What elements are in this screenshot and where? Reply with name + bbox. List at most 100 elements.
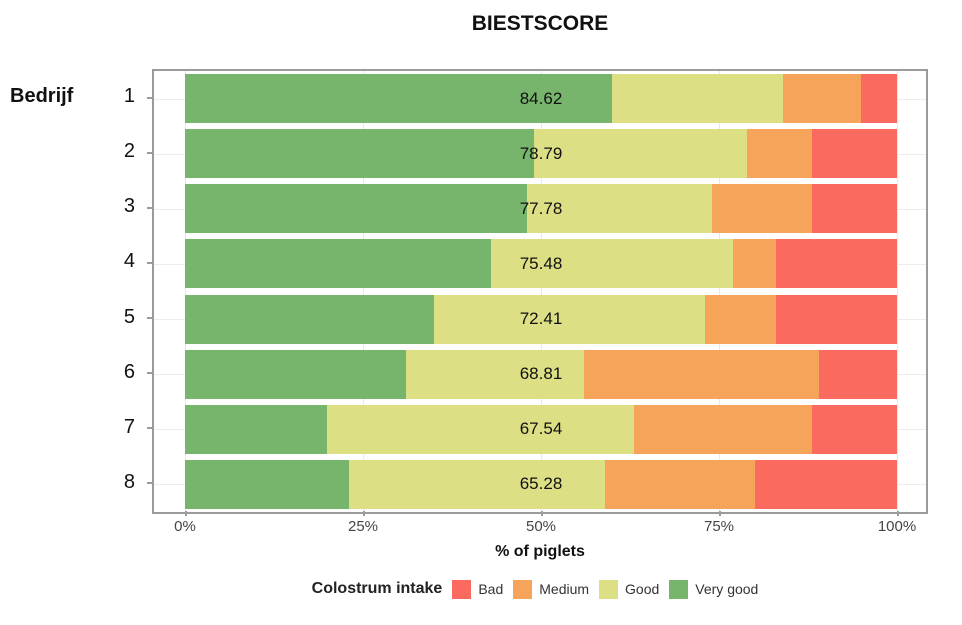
- y-tick-label: 1: [123, 85, 135, 108]
- bar-value-label: 72.41: [519, 309, 563, 329]
- bar-row: 75.48: [185, 236, 897, 291]
- bar-segment-bad: [811, 184, 897, 234]
- legend-label: Bad: [478, 581, 504, 597]
- bar-segment-medium: [704, 294, 776, 344]
- bar-segment-bad: [811, 404, 897, 454]
- legend: Colostrum intake Bad Medium Good Very good: [152, 572, 928, 606]
- stacked-bar: [185, 74, 897, 124]
- legend-swatch-medium: [513, 579, 533, 599]
- bar-segment-very-good: [185, 294, 435, 344]
- y-tick-label: 8: [123, 470, 135, 493]
- bar-segment-very-good: [185, 404, 328, 454]
- bar-segment-very-good: [185, 184, 527, 234]
- bar-value-label: 65.28: [519, 474, 563, 494]
- legend-title: Colostrum intake: [311, 580, 443, 597]
- legend-label: Very good: [695, 581, 759, 597]
- stacked-bar: [185, 349, 897, 399]
- y-tick-mark: [147, 96, 152, 99]
- bar-segment-bad: [861, 74, 897, 124]
- stacked-bar: [185, 404, 897, 454]
- bar-value-label: 84.62: [519, 88, 563, 108]
- bar-row: 68.81: [185, 347, 897, 402]
- y-tick-mark: [147, 151, 152, 154]
- vertical-gridline: [363, 71, 364, 512]
- bar-segment-very-good: [185, 349, 406, 399]
- bar-segment-good: [327, 404, 634, 454]
- y-tick-label: 6: [123, 360, 135, 383]
- chart-title: BIESTSCORE: [471, 12, 609, 35]
- bar-row: 72.41: [185, 292, 897, 347]
- bar-row: 67.54: [185, 402, 897, 457]
- x-tick-label: 75%: [703, 518, 735, 535]
- bar-value-label: 67.54: [519, 419, 563, 439]
- x-tick-mark: [363, 511, 365, 516]
- bar-value-label: 75.48: [519, 253, 563, 273]
- bar-segment-very-good: [185, 459, 349, 509]
- y-tick-mark: [147, 206, 152, 209]
- bar-row: 65.28: [185, 457, 897, 512]
- bar-segment-good: [434, 294, 705, 344]
- stacked-bar: [185, 459, 897, 509]
- bar-segment-medium: [747, 129, 812, 179]
- y-tick-label: 5: [123, 305, 135, 328]
- x-axis-title: % of piglets: [495, 543, 585, 560]
- bar-segment-medium: [783, 74, 862, 124]
- bar-segment-bad: [775, 239, 897, 289]
- bar-segment-good: [526, 184, 712, 234]
- bar-segment-very-good: [185, 74, 613, 124]
- legend-label: Good: [625, 581, 660, 597]
- y-tick-label: 7: [123, 415, 135, 438]
- y-tick-mark: [147, 317, 152, 320]
- bar-segment-bad: [775, 294, 897, 344]
- bar-row: 84.62: [185, 71, 897, 126]
- legend-swatch-very-good: [669, 579, 689, 599]
- vertical-gridline: [185, 71, 186, 512]
- vertical-gridline: [541, 71, 542, 512]
- bar-segment-good: [612, 74, 784, 124]
- legend-item-very-good: Very good: [669, 579, 759, 599]
- legend-item-good: Good: [599, 579, 660, 599]
- x-tick-label: 100%: [877, 518, 917, 535]
- bar-segment-medium: [633, 404, 812, 454]
- y-tick-label: 2: [123, 140, 135, 163]
- y-axis-title: Bedrijf: [10, 85, 74, 108]
- vertical-gridline: [719, 71, 720, 512]
- legend-swatch-bad: [452, 579, 472, 599]
- bar-segment-bad: [754, 459, 897, 509]
- bar-row: 77.78: [185, 181, 897, 236]
- y-tick-mark: [147, 261, 152, 264]
- bar-segment-good: [348, 459, 606, 509]
- stacked-bar: [185, 294, 897, 344]
- y-tick-label: 3: [123, 195, 135, 218]
- stacked-bar: [185, 184, 897, 234]
- bar-segment-very-good: [185, 129, 534, 179]
- y-tick-mark: [147, 427, 152, 430]
- x-tick-label: 0%: [174, 518, 196, 535]
- bar-segment-very-good: [185, 239, 492, 289]
- bar-segment-bad: [811, 129, 897, 179]
- y-tick-label: 4: [123, 250, 135, 273]
- legend-item-bad: Bad: [452, 579, 504, 599]
- bar-segment-medium: [605, 459, 755, 509]
- bar-segment-medium: [733, 239, 776, 289]
- y-tick-mark: [147, 372, 152, 375]
- plot-area: 84.62 78.79 77.78 75.48 72.41 68.81 67.54 65.28: [152, 69, 928, 514]
- x-tick-mark: [897, 511, 899, 516]
- legend-item-medium: Medium: [513, 579, 589, 599]
- y-tick-mark: [147, 482, 152, 485]
- bar-row: 78.79: [185, 126, 897, 181]
- bar-value-label: 77.78: [519, 198, 563, 218]
- x-tick-mark: [719, 511, 721, 516]
- bar-segment-medium: [711, 184, 812, 234]
- x-tick-mark: [185, 511, 187, 516]
- bar-value-label: 78.79: [519, 143, 563, 163]
- bar-segment-good: [405, 349, 584, 399]
- x-tick-label: 25%: [347, 518, 379, 535]
- bar-value-label: 68.81: [519, 364, 563, 384]
- bar-segment-good: [491, 239, 734, 289]
- bar-segment-medium: [583, 349, 819, 399]
- bar-segment-bad: [818, 349, 897, 399]
- x-tick-label: 50%: [525, 518, 557, 535]
- x-tick-mark: [541, 511, 543, 516]
